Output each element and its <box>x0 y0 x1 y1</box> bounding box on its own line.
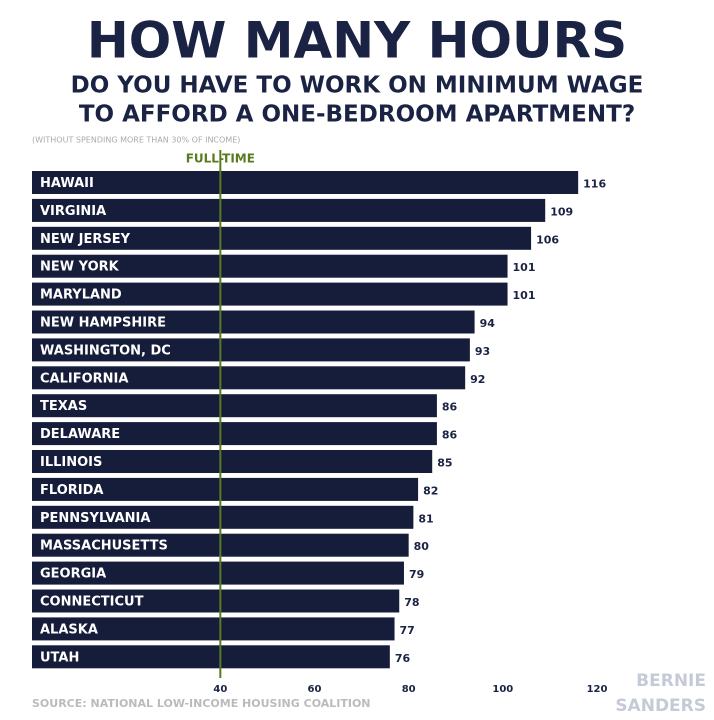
category-label: FLORIDA <box>40 483 103 498</box>
bar <box>32 477 419 501</box>
x-tick-label: 120 <box>587 684 608 695</box>
bar <box>32 282 508 306</box>
bar <box>32 338 470 362</box>
value-label: 101 <box>513 289 536 302</box>
category-label: MASSACHUSETTS <box>40 539 168 554</box>
value-label: 79 <box>409 568 424 581</box>
category-label: TEXAS <box>40 399 87 414</box>
x-tick-label: 80 <box>402 684 416 695</box>
note: (WITHOUT SPENDING MORE THAN 30% OF INCOM… <box>32 136 240 145</box>
x-tick-label: 60 <box>308 684 322 695</box>
bar <box>32 310 475 334</box>
bar <box>32 394 437 418</box>
subtitle: DO YOU HAVE TO WORK ON MINIMUM WAGE <box>71 73 644 99</box>
bar <box>32 422 437 446</box>
value-label: 78 <box>404 596 419 609</box>
logo: BERNIE <box>636 671 706 691</box>
bar <box>32 505 414 529</box>
logo: SANDERS <box>615 696 706 716</box>
subtitle: TO AFFORD A ONE-BEDROOM APARTMENT? <box>79 102 635 128</box>
value-label: 81 <box>418 512 433 525</box>
value-label: 82 <box>423 484 438 497</box>
value-label: 92 <box>470 373 485 386</box>
category-label: NEW YORK <box>40 260 120 275</box>
value-label: 93 <box>475 345 490 358</box>
category-label: ALASKA <box>40 622 98 637</box>
value-label: 94 <box>480 317 496 330</box>
value-label: 76 <box>395 652 411 665</box>
bar <box>32 366 466 390</box>
value-label: 106 <box>536 233 559 246</box>
category-label: DELAWARE <box>40 427 120 442</box>
category-label: VIRGINIA <box>40 204 106 219</box>
value-label: 101 <box>513 261 536 274</box>
category-label: NEW HAMPSHIRE <box>40 316 166 331</box>
value-label: 109 <box>550 205 573 218</box>
bar <box>32 226 532 250</box>
category-label: GEORGIA <box>40 567 106 582</box>
category-label: CONNECTICUT <box>40 595 144 610</box>
value-label: 86 <box>442 401 458 414</box>
bar <box>32 617 395 641</box>
bar <box>32 589 400 613</box>
bar <box>32 171 579 194</box>
x-tick-label: 40 <box>213 684 227 695</box>
source: SOURCE: NATIONAL LOW-INCOME HOUSING COAL… <box>32 697 371 710</box>
value-label: 77 <box>400 624 415 637</box>
x-tick-label: 100 <box>492 684 513 695</box>
category-label: NEW JERSEY <box>40 232 131 247</box>
value-label: 86 <box>442 429 458 442</box>
category-label: HAWAII <box>40 176 94 191</box>
value-label: 116 <box>583 178 606 191</box>
category-label: PENNSYLVANIA <box>40 511 150 526</box>
category-label: ILLINOIS <box>40 455 102 470</box>
category-label: WASHINGTON, DC <box>40 343 171 358</box>
chart-title: HOW MANY HOURS <box>87 12 627 70</box>
value-label: 85 <box>437 457 452 470</box>
category-label: MARYLAND <box>40 288 122 303</box>
reference-label: FULL-TIME <box>186 152 255 166</box>
value-label: 80 <box>414 540 430 553</box>
bar <box>32 645 390 669</box>
category-label: UTAH <box>40 650 79 665</box>
bar <box>32 198 546 222</box>
bar <box>32 254 508 278</box>
bar <box>32 561 404 585</box>
category-label: CALIFORNIA <box>40 371 128 386</box>
bar <box>32 450 433 473</box>
